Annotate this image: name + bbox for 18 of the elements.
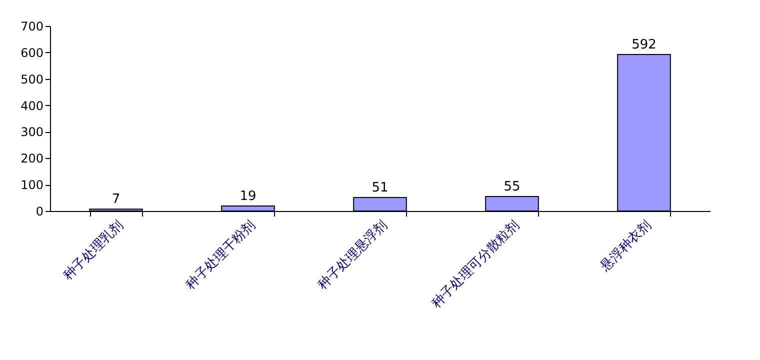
data-label: 7 bbox=[112, 192, 120, 208]
x-tick-label: 悬浮种衣剂 bbox=[596, 217, 654, 276]
y-tick-label: 500 bbox=[20, 72, 44, 86]
x-tick-label: 种子处理干粉剂 bbox=[182, 217, 258, 293]
data-label: 51 bbox=[372, 180, 388, 196]
data-label: 55 bbox=[504, 179, 520, 194]
y-tick-label: 400 bbox=[20, 98, 44, 113]
data-label: 592 bbox=[632, 38, 656, 53]
y-tick-label: 700 bbox=[20, 20, 44, 34]
x-tick-label: 种子处理悬浮剂 bbox=[314, 217, 390, 293]
y-tick-label: 300 bbox=[20, 125, 44, 140]
y-tick-label: 0 bbox=[36, 204, 44, 218]
y-tick-label: 100 bbox=[20, 178, 44, 192]
y-tick-label: 600 bbox=[20, 46, 44, 60]
data-label: 19 bbox=[240, 188, 256, 204]
x-tick-label: 种子处理可分散粒剂 bbox=[428, 217, 522, 312]
x-tick-label: 种子处理乳剂 bbox=[60, 217, 126, 284]
y-tick-label: 200 bbox=[20, 152, 44, 166]
